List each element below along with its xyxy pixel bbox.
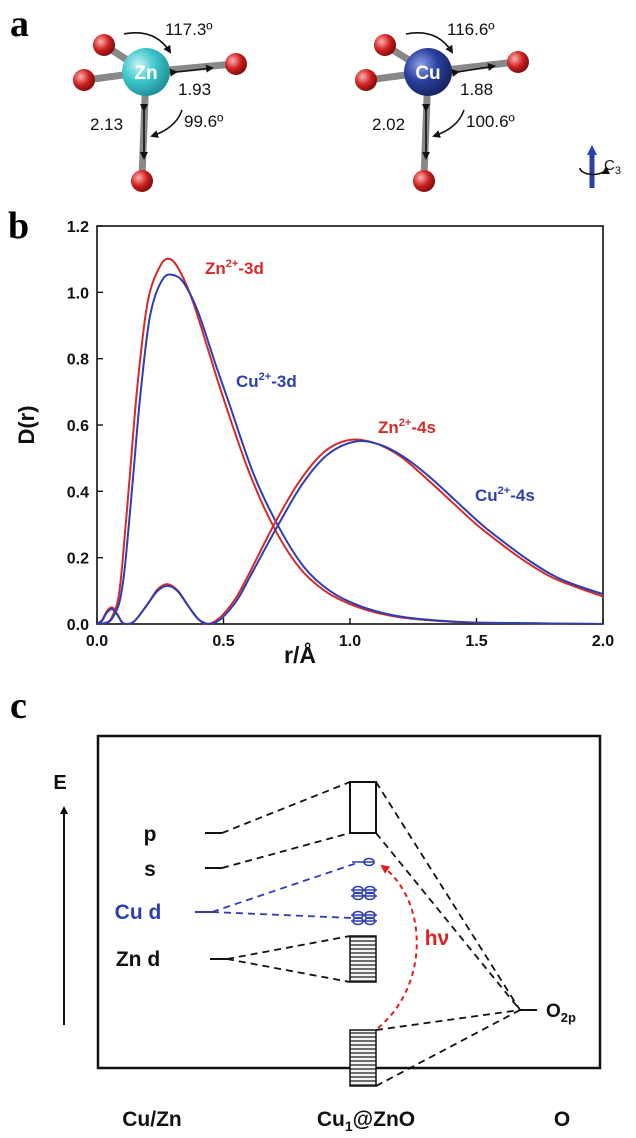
c3-axis-label: C3 <box>604 157 621 177</box>
angle-arrow <box>123 32 172 54</box>
oxygen-atom <box>73 69 95 91</box>
cu-bond-short: 1.88 <box>460 80 493 99</box>
y-tick-label: 0.6 <box>67 418 89 435</box>
c3-axis-symbol: C3 <box>579 145 621 188</box>
panel-letter-c: c <box>10 685 27 727</box>
rotation-arrow-icon <box>579 166 610 176</box>
zn-bond-long: 2.13 <box>90 115 123 134</box>
angle-arrow <box>150 109 183 138</box>
x-axis-label: r/Å <box>284 641 316 668</box>
correlation-lines <box>211 781 521 1087</box>
y-axis-label: D(r) <box>14 405 39 444</box>
cu-tetrahedron: Cu 116.6º 1.88 2.02 100.6º <box>355 20 529 192</box>
cu-d-orbitals <box>351 857 377 926</box>
annotation-cu-4s: Cu2+-4s <box>475 485 535 505</box>
level-label-cu-d: Cu d <box>115 901 162 924</box>
energy-level-diagram: E p s Cu d Zn d <box>53 734 602 1134</box>
orbital-icon <box>363 857 375 867</box>
series-line-3 <box>96 440 604 626</box>
panel-letter-b: b <box>8 205 29 247</box>
x-tick-label: 0.0 <box>86 633 108 650</box>
oxygen-atom <box>374 34 396 56</box>
x-label-right: O <box>554 1108 570 1131</box>
panel-letter-a: a <box>10 3 29 45</box>
y-tick-label: 0.4 <box>67 484 89 501</box>
oxygen-atom <box>93 34 115 56</box>
annotation-zn-3d: Zn2+-3d <box>205 258 264 278</box>
x-tick-label: 1.0 <box>339 633 361 650</box>
level-label-s: s <box>144 858 156 881</box>
zn-atom-label: Zn <box>134 63 157 84</box>
y-tick-label: 0.8 <box>67 352 89 369</box>
o2p-band-box <box>349 1029 377 1087</box>
zn-angle-bottom: 99.6º <box>184 112 223 131</box>
x-tick-label: 2.0 <box>592 633 614 650</box>
level-label-zn-d: Zn d <box>116 948 160 971</box>
level-label-p: p <box>144 823 157 846</box>
level-label-o2p: O2p <box>546 1001 576 1025</box>
annotation-cu-3d: Cu2+-3d <box>236 371 297 391</box>
y-tick-label: 0.0 <box>67 617 89 634</box>
cu-bond-long: 2.02 <box>372 115 405 134</box>
x-label-left: Cu/Zn <box>122 1108 181 1131</box>
cu-angle-bottom: 100.6º <box>466 112 515 131</box>
diagram-frame <box>96 734 602 1070</box>
zn-bond-short: 1.93 <box>178 80 211 99</box>
zn-atom <box>122 48 170 96</box>
zn-tetrahedron: Zn 117.3º 1.93 2.13 99.6º <box>73 20 247 192</box>
annotation-zn-4s: Zn2+-4s <box>378 417 436 437</box>
zn-angle-top: 117.3º <box>165 20 213 39</box>
y-tick-label: 0.2 <box>67 551 89 568</box>
oxygen-atom <box>413 170 435 192</box>
zn-d-band-box <box>349 935 377 983</box>
series-lines <box>96 257 604 626</box>
series-line-2 <box>96 438 604 626</box>
cu-atom-label: Cu <box>415 63 440 84</box>
x-tick-label: 1.5 <box>465 633 487 650</box>
oxygen-atom <box>355 69 377 91</box>
angle-arrow <box>405 32 454 54</box>
cu-atom <box>404 48 452 96</box>
series-line-0 <box>96 257 604 625</box>
photon-transition-arrow <box>377 864 418 1029</box>
bond-arrow <box>451 63 496 77</box>
energy-label: E <box>53 772 66 794</box>
x-label-center: Cu1@ZnO <box>317 1108 415 1134</box>
oxygen-atom <box>225 53 247 75</box>
bond-arrow <box>169 64 214 77</box>
plot-frame <box>96 225 604 625</box>
conduction-band-box <box>349 781 377 834</box>
oxygen-atom <box>131 170 153 192</box>
cu-angle-top: 116.6º <box>447 20 495 39</box>
photon-label: hν <box>425 927 450 950</box>
y-tick-label: 1.2 <box>67 219 89 236</box>
axis-ticks: 0.0 0.5 1.0 1.5 2.0 0.0 0.2 0.4 0.6 0.8 1.0 1.2 <box>67 219 614 650</box>
angle-arrow <box>432 109 465 138</box>
radial-distribution-chart: 0.0 0.5 1.0 1.5 2.0 0.0 0.2 0.4 0.6 0.8 1.0 1.2 r/Å… <box>14 219 614 668</box>
x-tick-label: 0.5 <box>212 633 234 650</box>
series-line-1 <box>96 273 604 625</box>
oxygen-atom <box>507 51 529 73</box>
y-tick-label: 1.0 <box>67 285 89 302</box>
